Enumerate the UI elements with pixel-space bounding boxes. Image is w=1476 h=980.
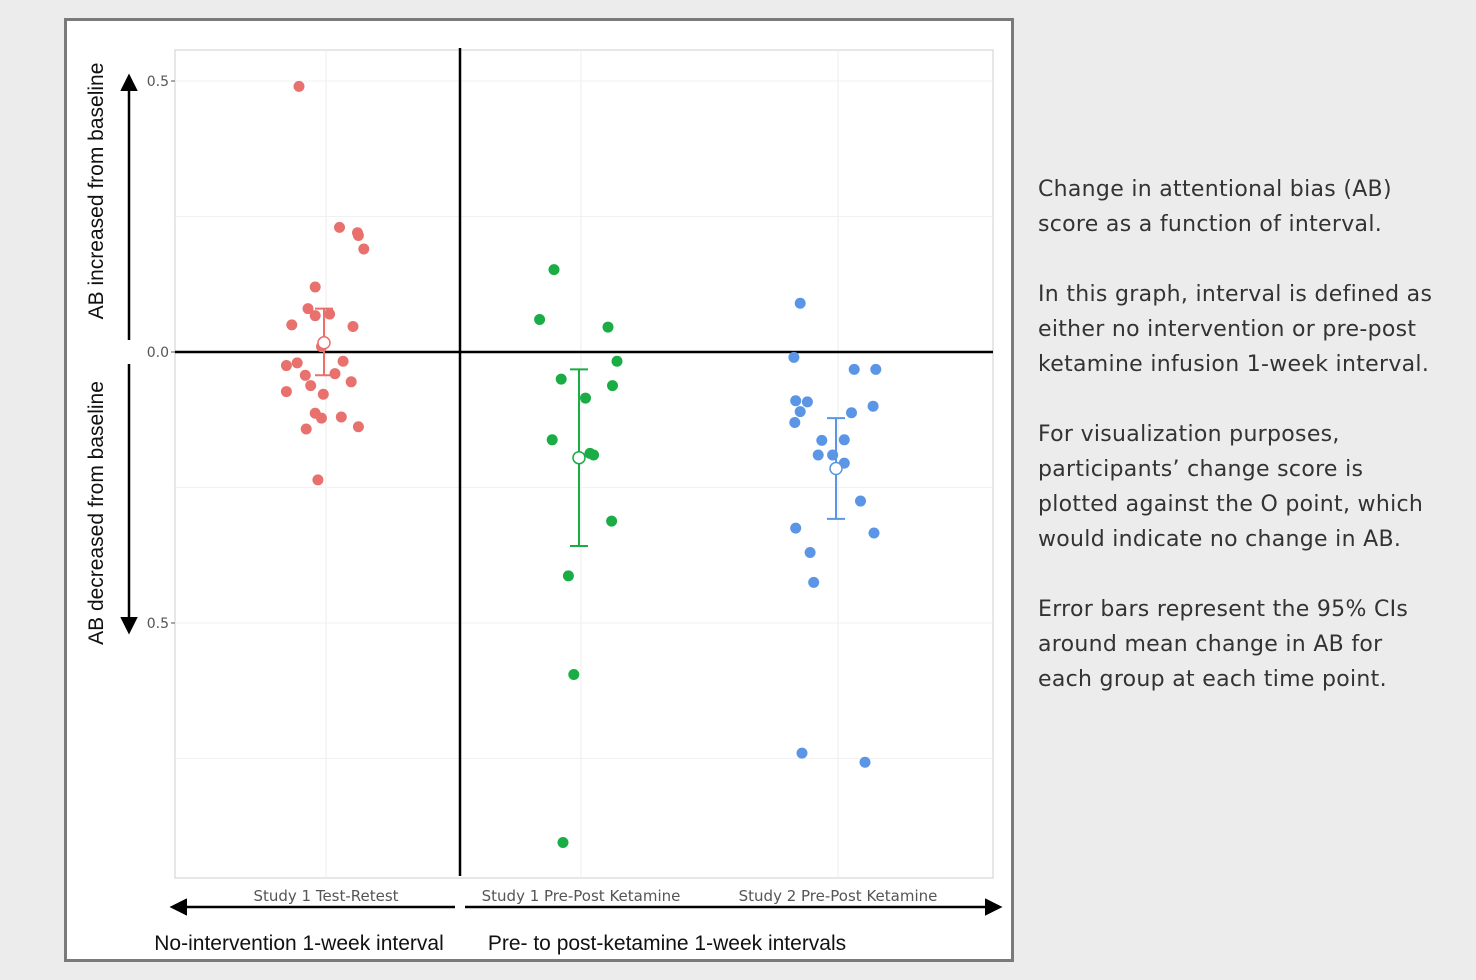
data-point	[816, 434, 828, 446]
data-point	[329, 368, 341, 380]
data-point	[568, 668, 580, 680]
data-point	[812, 449, 824, 461]
data-point	[309, 310, 321, 322]
data-point	[838, 434, 850, 446]
data-point	[848, 363, 860, 375]
mean-marker	[829, 461, 843, 476]
data-point	[534, 313, 546, 325]
data-point	[859, 756, 871, 768]
data-point	[300, 423, 312, 435]
chart: 0.5 0.0 0.5 AB increased from baseline AB de…	[85, 48, 1003, 955]
data-point	[280, 386, 292, 398]
data-point	[808, 576, 820, 588]
x-tick-label: Study 1 Pre-Post Ketamine	[482, 887, 681, 905]
data-point	[334, 221, 345, 233]
data-point	[335, 411, 347, 423]
data-point	[358, 243, 370, 255]
mean-marker	[572, 450, 586, 465]
data-point	[316, 412, 327, 424]
data-point	[352, 421, 364, 433]
y-tick-label: 0.0	[147, 345, 169, 361]
data-point	[804, 547, 816, 559]
data-point	[611, 355, 623, 367]
data-point	[309, 281, 321, 293]
data-point	[337, 355, 349, 367]
data-point	[794, 297, 806, 309]
data-point	[790, 395, 802, 407]
data-point	[305, 380, 317, 392]
data-point	[789, 416, 801, 428]
x-tick-label: Study 1 Test-Retest	[253, 887, 398, 905]
figure-frame: 0.5 0.0 0.5 AB increased from baseline AB de…	[64, 18, 1014, 962]
data-point	[790, 522, 802, 534]
bottom-label-ketamine: Pre- to post-ketamine 1-week intervals	[488, 932, 846, 955]
data-point	[801, 396, 813, 408]
caption-paragraph: Error bars represent the 95% CIs around …	[1038, 597, 1409, 692]
x-tick-label: Study 2 Pre-Post Ketamine	[739, 887, 938, 905]
data-point	[548, 264, 560, 276]
mean-marker	[317, 336, 331, 350]
data-point	[317, 388, 329, 400]
data-point	[855, 495, 866, 507]
y-tick-label: 0.5	[147, 616, 169, 632]
bottom-label-no-intervention: No-intervention 1-week interval	[154, 932, 443, 955]
data-point	[868, 527, 880, 539]
caption-paragraph: Change in attentional bias (AB) score as…	[1038, 177, 1392, 237]
caption-paragraph: For visualization purposes, participants…	[1038, 422, 1424, 552]
data-point	[602, 321, 614, 333]
data-point	[293, 80, 305, 92]
data-point	[352, 229, 364, 241]
data-point	[324, 308, 336, 320]
ylabel-increased: AB increased from baseline	[85, 63, 108, 320]
data-point	[557, 837, 569, 849]
data-point	[846, 407, 857, 419]
data-point	[302, 303, 314, 315]
data-point	[347, 321, 359, 333]
data-point	[312, 474, 324, 486]
y-tick-label: 0.5	[147, 74, 169, 90]
plot-panel	[174, 49, 994, 879]
data-point	[867, 400, 879, 412]
data-point	[555, 373, 567, 385]
data-point	[794, 406, 806, 418]
data-point	[606, 515, 618, 527]
data-point	[291, 357, 303, 369]
data-point	[607, 380, 618, 392]
caption-paragraph: In this graph, interval is defined as ei…	[1038, 282, 1433, 377]
data-point	[788, 351, 800, 363]
data-point	[280, 360, 292, 372]
data-point	[796, 747, 808, 759]
data-point	[546, 434, 558, 446]
data-point	[299, 369, 311, 381]
caption-panel: Change in attentional bias (AB) score as…	[1038, 172, 1438, 732]
data-point	[870, 363, 882, 375]
data-point	[562, 570, 574, 582]
data-point	[580, 392, 591, 404]
ylabel-decreased: AB decreased from baseline	[85, 381, 108, 645]
data-point	[345, 376, 357, 388]
data-point	[588, 449, 600, 461]
data-point	[286, 319, 298, 331]
